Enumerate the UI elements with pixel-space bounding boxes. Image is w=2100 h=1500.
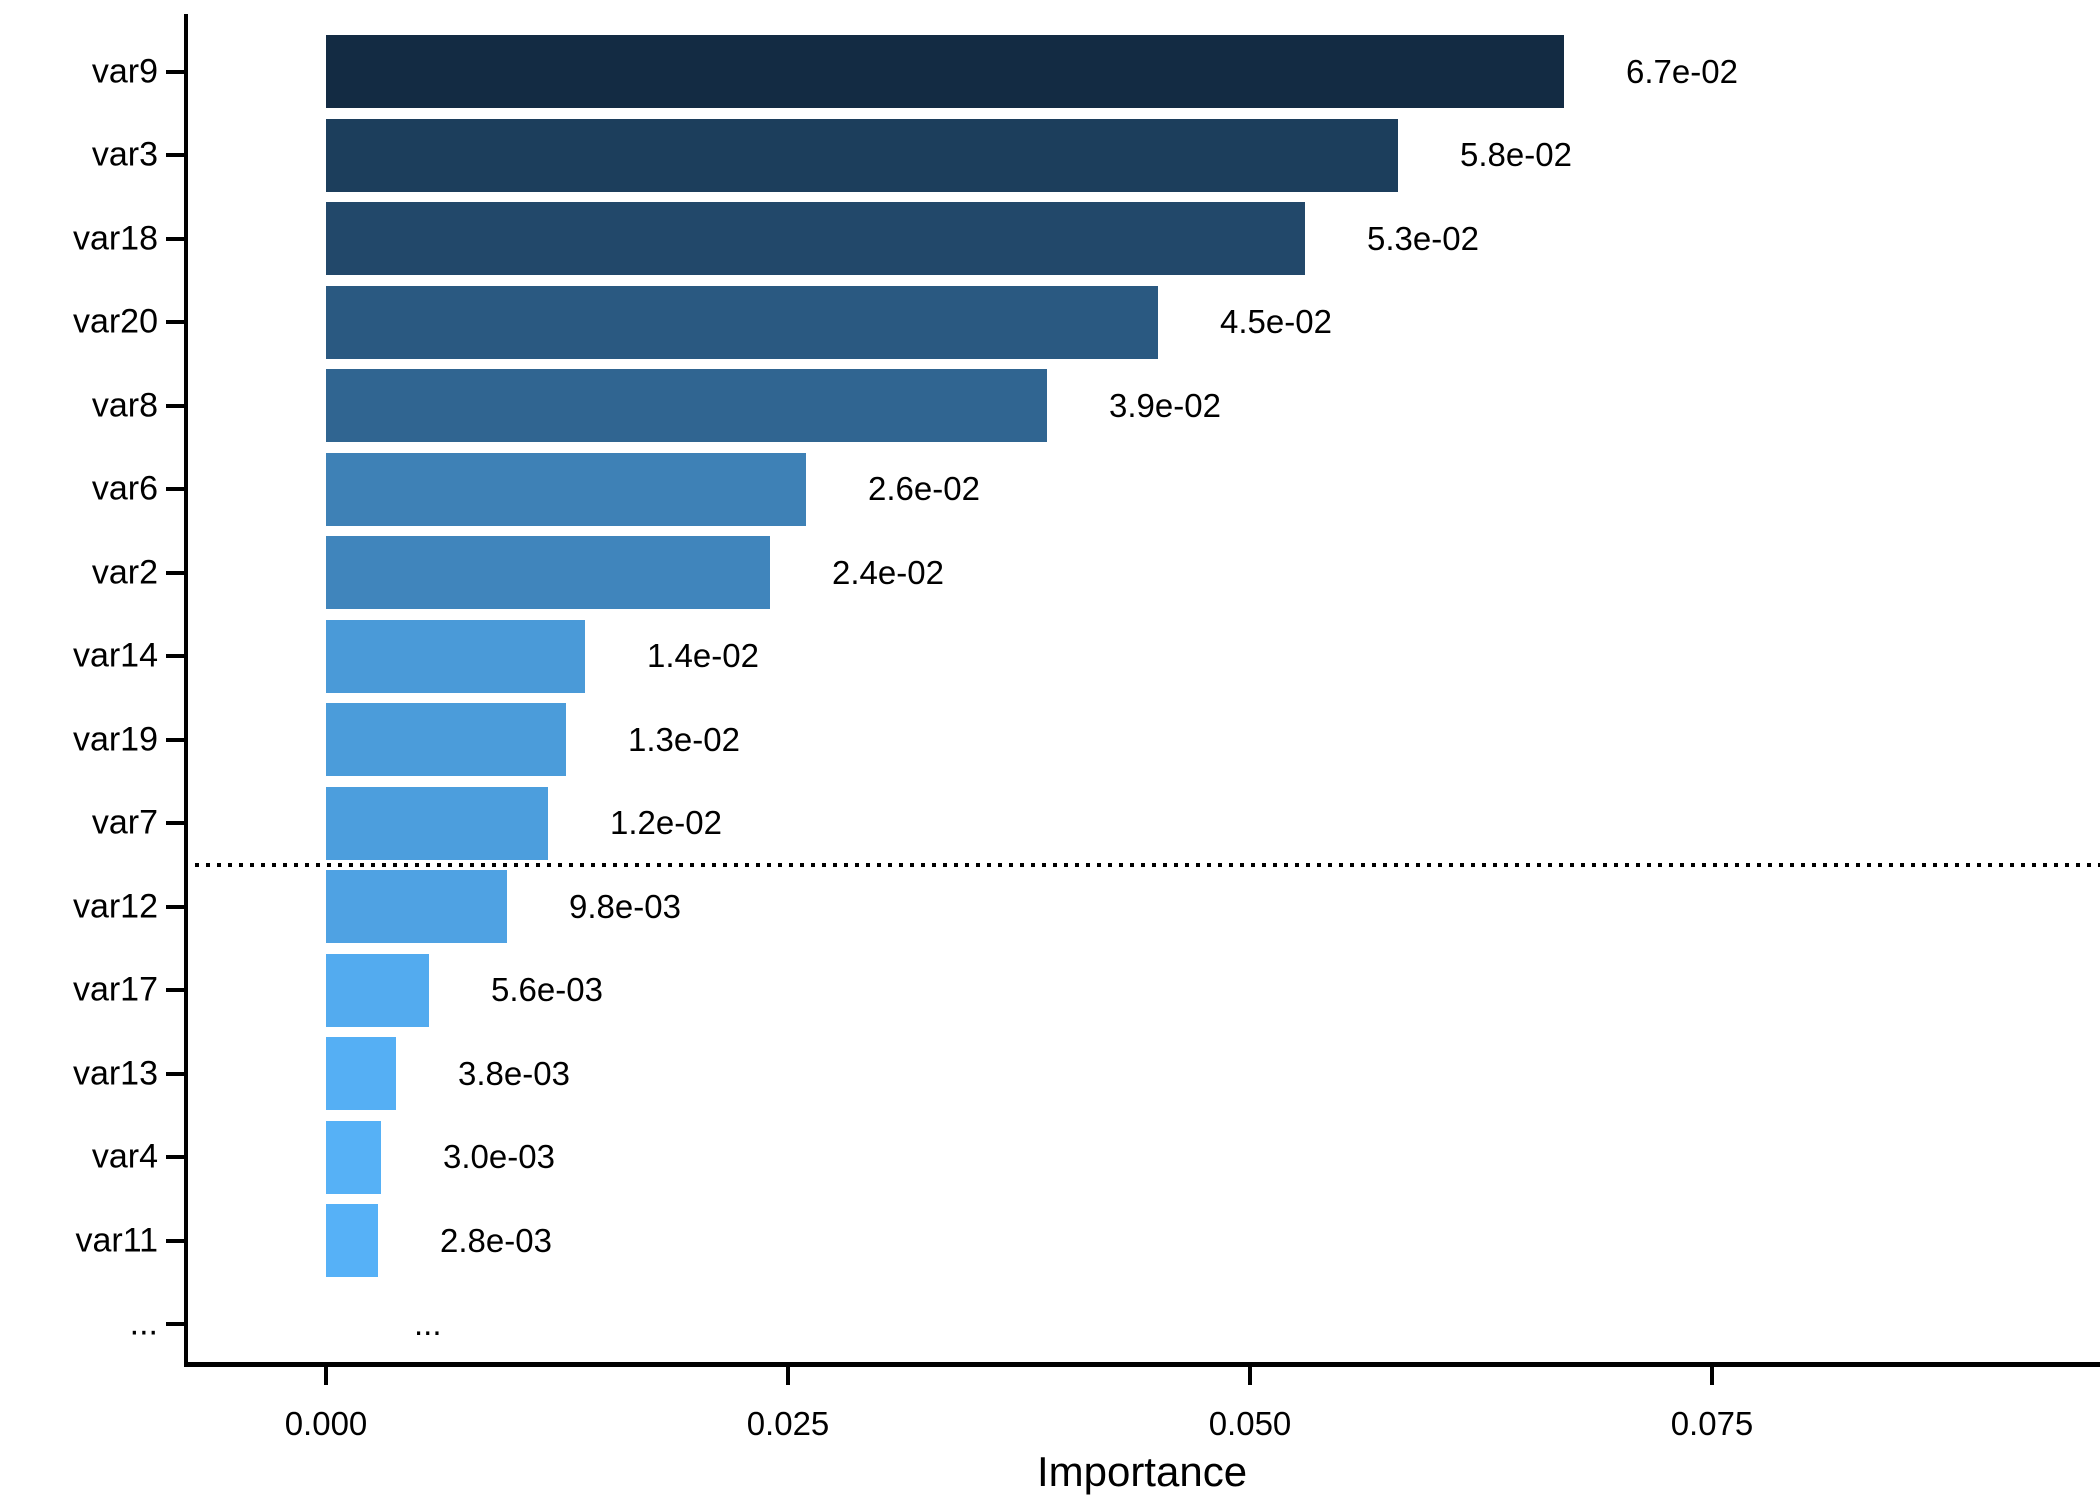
y-tick-var17 <box>166 988 184 993</box>
bar-var19 <box>326 703 566 777</box>
y-tick-var11 <box>166 1238 184 1243</box>
value-label-var17: 5.6e-03 <box>491 971 603 1009</box>
x-tick-label-0.050: 0.050 <box>1208 1405 1292 1442</box>
bar-var9 <box>326 35 1564 109</box>
y-tick-var13 <box>166 1071 184 1076</box>
x-tick-0.075 <box>1710 1367 1714 1385</box>
bar-var13 <box>326 1037 396 1111</box>
x-tick-0.000 <box>324 1367 328 1385</box>
bar-var2 <box>326 536 770 610</box>
x-axis-title: Importance <box>1036 1448 1248 1495</box>
value-label-var9: 6.7e-02 <box>1626 52 1738 90</box>
value-label-var20: 4.5e-02 <box>1220 303 1332 341</box>
value-label-var12: 9.8e-03 <box>569 887 681 925</box>
y-tick-label-...: ... <box>129 1304 158 1343</box>
y-axis-line <box>184 14 188 1367</box>
value-label-var11: 2.8e-03 <box>440 1221 552 1259</box>
bar-var12 <box>326 870 507 944</box>
bar-var18 <box>326 202 1305 276</box>
bar-var3 <box>326 118 1398 192</box>
bar-var11 <box>326 1204 378 1278</box>
x-axis-line <box>184 1362 2100 1367</box>
y-tick-label-var6: var6 <box>91 469 158 508</box>
y-tick-var2 <box>166 570 184 575</box>
bar-var7 <box>326 786 548 860</box>
x-tick-label-0.025: 0.025 <box>746 1405 830 1442</box>
value-label-var19: 1.3e-02 <box>628 720 740 758</box>
x-tick-0.025 <box>786 1367 790 1385</box>
y-tick-... <box>166 1322 184 1327</box>
y-tick-label-var7: var7 <box>91 803 158 842</box>
value-label-var18: 5.3e-02 <box>1367 219 1479 257</box>
value-label-var7: 1.2e-02 <box>610 804 722 842</box>
y-tick-label-var12: var12 <box>72 887 158 926</box>
y-tick-label-var20: var20 <box>72 302 158 341</box>
bar-var17 <box>326 953 429 1027</box>
y-tick-var9 <box>166 69 184 74</box>
y-tick-label-var4: var4 <box>91 1137 158 1176</box>
y-tick-label-var17: var17 <box>72 970 158 1009</box>
value-label-var14: 1.4e-02 <box>647 637 759 675</box>
value-label-...: ... <box>414 1305 442 1343</box>
x-tick-label-0.075: 0.075 <box>1670 1405 1754 1442</box>
x-tick-label-0.000: 0.000 <box>284 1405 368 1442</box>
value-label-var2: 2.4e-02 <box>832 553 944 591</box>
x-tick-0.050 <box>1248 1367 1252 1385</box>
value-label-var4: 3.0e-03 <box>443 1138 555 1176</box>
y-tick-var8 <box>166 403 184 408</box>
y-tick-var12 <box>166 904 184 909</box>
y-tick-label-var2: var2 <box>91 553 158 592</box>
bar-var8 <box>326 369 1047 443</box>
bar-var4 <box>326 1120 381 1194</box>
y-tick-label-var13: var13 <box>72 1054 158 1093</box>
y-tick-var7 <box>166 821 184 826</box>
y-tick-var4 <box>166 1155 184 1160</box>
y-tick-var14 <box>166 654 184 659</box>
value-label-var13: 3.8e-03 <box>458 1054 570 1092</box>
y-tick-var20 <box>166 320 184 325</box>
value-label-var6: 2.6e-02 <box>868 470 980 508</box>
y-tick-label-var9: var9 <box>91 52 158 91</box>
bar-var14 <box>326 619 585 693</box>
y-tick-label-var14: var14 <box>72 636 158 675</box>
y-tick-label-var19: var19 <box>72 720 158 759</box>
bar-var6 <box>326 452 806 526</box>
y-tick-var3 <box>166 153 184 158</box>
y-tick-label-var8: var8 <box>91 386 158 425</box>
bar-var20 <box>326 285 1158 359</box>
y-tick-label-var11: var11 <box>75 1221 158 1260</box>
y-tick-var18 <box>166 236 184 241</box>
y-tick-var6 <box>166 487 184 492</box>
y-tick-label-var3: var3 <box>91 135 158 174</box>
y-tick-var19 <box>166 737 184 742</box>
threshold-dotted-line <box>184 863 2100 867</box>
value-label-var3: 5.8e-02 <box>1460 136 1572 174</box>
value-label-var8: 3.9e-02 <box>1109 386 1221 424</box>
y-tick-label-var18: var18 <box>72 219 158 258</box>
